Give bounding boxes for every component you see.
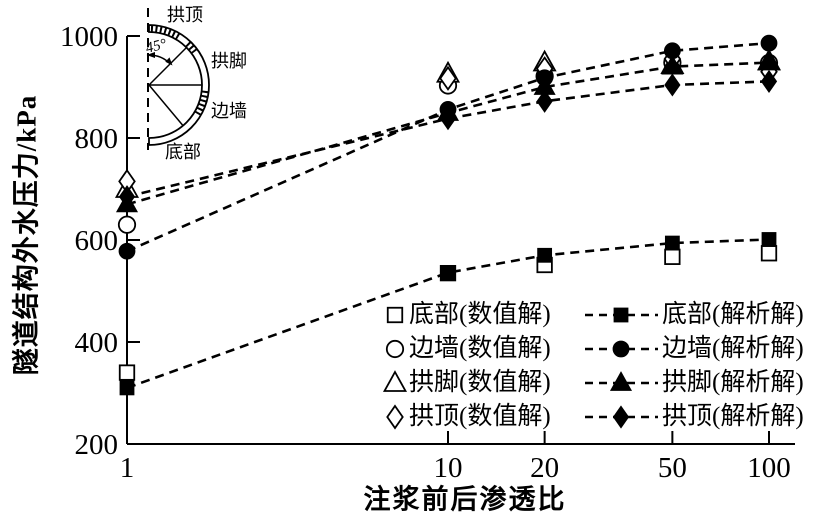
legend-wall-analytic-marker (612, 340, 630, 358)
y-tick-label-200: 200 (75, 429, 119, 461)
crown-analytic-marker (118, 185, 136, 209)
inset-bottom-label: 底部 (165, 142, 201, 162)
legend-bottom-analytic-line-icon (585, 307, 658, 323)
radius-lower-line (148, 84, 184, 127)
bottom-analytic-marker (761, 232, 777, 247)
bottom-analytic-marker (537, 247, 553, 263)
legend-crown-analytic-line-icon (585, 405, 658, 429)
legend-foot-numeric-marker-icon (382, 370, 408, 392)
legend-row-wall: 边墙(数值解) 边墙(解析解) (382, 331, 804, 365)
legend-crown-analytic-marker (612, 405, 630, 429)
y-tick-label-1000: 1000 (60, 21, 118, 53)
angle-arrowhead-icon (146, 52, 155, 58)
legend-wall-numeric-marker-icon (385, 339, 405, 359)
legend-foot-numeric-marker (382, 370, 408, 392)
inset-wall-label: 边墙 (211, 101, 247, 121)
legend-wall-numeric-marker (385, 339, 405, 359)
x-tick-label-100: 100 (747, 452, 791, 484)
bottom-analytic-marker (440, 265, 456, 281)
bottom-analytic-marker (664, 235, 680, 251)
bottom-analytic-marker (119, 380, 135, 396)
radius-45deg-line (148, 46, 188, 86)
legend-bottom-numeric-marker (386, 306, 404, 324)
x-tick-label-10: 10 (434, 452, 463, 484)
crown-hatch-segment (150, 25, 181, 41)
bottom-numeric-marker (760, 245, 778, 262)
inset-crown-label: 拱顶 (167, 5, 203, 25)
legend-row-foot: 拱脚(数值解) 拱脚(解析解) (382, 365, 804, 399)
crown-numeric-marker (439, 65, 457, 91)
legend-bottom-analytic-marker (613, 307, 629, 323)
foot-hatch-segment (185, 41, 198, 54)
bottom-numeric-marker (118, 364, 136, 381)
legend-bottom-numeric-label: 底部(数值解) (409, 300, 551, 328)
y-tick-label-600: 600 (75, 225, 119, 257)
crown-analytic-marker (439, 107, 457, 131)
wall-numeric-marker (117, 215, 137, 234)
legend-foot-analytic-line-icon (585, 371, 658, 391)
legend-foot-numeric-label: 拱脚(数值解) (409, 368, 551, 396)
crown-analytic-marker (760, 69, 778, 93)
angle-arrowhead-icon (165, 57, 173, 66)
foot-analytic-marker (757, 50, 781, 71)
legend-row-bottom: 底部(数值解) 底部(解析解) (382, 297, 804, 331)
crown-analytic-marker (536, 89, 553, 113)
legend-row-crown: 拱顶(数值解) 拱顶(解析解) (382, 399, 804, 433)
x-tick-label-1: 1 (120, 452, 135, 484)
legend-foot-analytic-label: 拱脚(解析解) (662, 368, 804, 396)
x-tick-label-50: 50 (658, 452, 687, 484)
legend-bottom-numeric-marker-icon (386, 306, 404, 324)
wall-analytic-marker (118, 242, 136, 260)
x-axis-title: 注浆前后渗透比 (363, 484, 567, 515)
bottom-numeric-marker (664, 248, 681, 265)
inset-foot-label: 拱脚 (211, 51, 247, 71)
legend-bottom-analytic-label: 底部(解析解) (662, 300, 804, 328)
legend-crown-numeric-marker-icon (386, 404, 404, 430)
legend-wall-analytic-label: 边墙(解析解) (662, 334, 804, 362)
legend-crown-numeric-marker (386, 404, 404, 430)
x-tick-label-20: 20 (530, 452, 559, 484)
legend: 底部(数值解) 底部(解析解) 边墙(数值解) 边墙(解析解) 拱脚(数值解) 拱脚(解析… (382, 297, 804, 433)
y-axis-title: 隧道结构外水压力/kPa (11, 94, 42, 376)
wall-hatch-segment (193, 90, 209, 117)
legend-wall-analytic-line-icon (585, 340, 658, 358)
y-tick-label-800: 800 (75, 123, 119, 155)
crown-analytic-line (126, 80, 770, 198)
legend-foot-analytic-marker (609, 371, 633, 391)
legend-wall-numeric-label: 边墙(数值解) (409, 334, 551, 362)
legend-crown-numeric-label: 拱顶(数值解) (409, 402, 551, 430)
legend-crown-analytic-label: 拱顶(解析解) (662, 402, 804, 430)
tunnel-lining-ring (148, 24, 210, 146)
crown-analytic-marker (664, 73, 681, 97)
wall-analytic-marker (760, 34, 778, 52)
inset-angle-label: 45° (144, 36, 168, 57)
y-tick-label-400: 400 (75, 327, 119, 359)
